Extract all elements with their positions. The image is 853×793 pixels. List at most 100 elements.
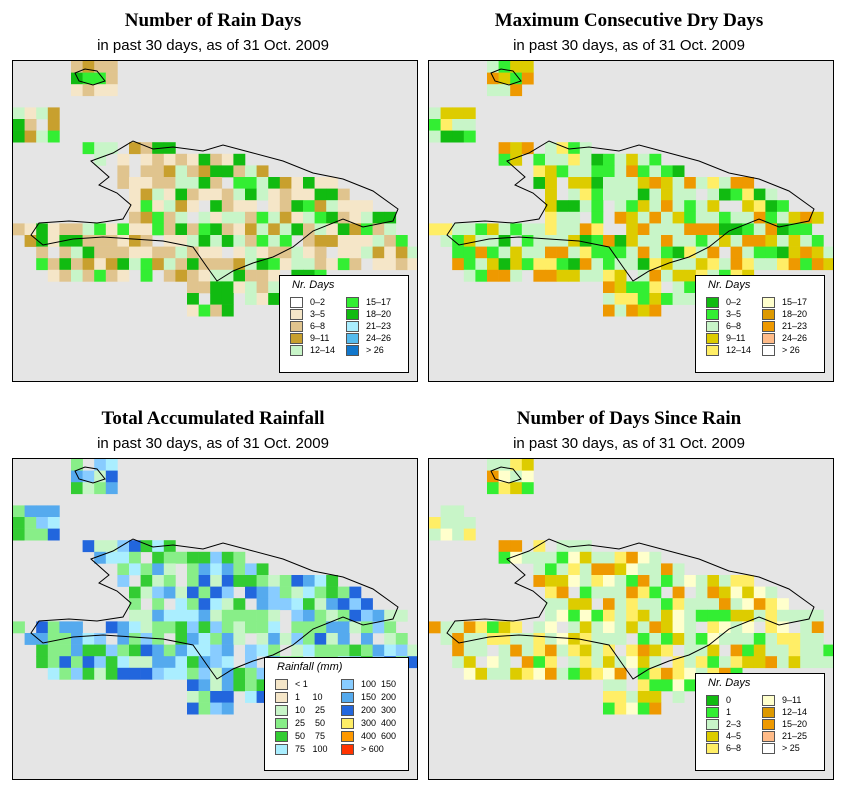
grid-cell <box>545 258 557 271</box>
grid-cell <box>13 223 25 236</box>
grid-cell <box>361 223 373 236</box>
grid-cell <box>337 258 350 271</box>
grid-cell <box>603 165 615 178</box>
grid-cell <box>463 633 476 645</box>
grid-cell <box>707 575 720 587</box>
grid-cell <box>245 563 257 576</box>
grid-cell <box>521 482 534 495</box>
grid-cell <box>742 621 755 634</box>
grid-cell <box>556 551 569 564</box>
grid-cell <box>591 246 604 259</box>
grid-cell <box>753 656 766 669</box>
legend-label: > 600 <box>361 744 384 754</box>
grid-cell <box>82 470 95 483</box>
grid-cell <box>279 586 292 599</box>
panel-title: Number of Rain Days <box>124 10 302 31</box>
grid-cell <box>626 258 639 271</box>
grid-cell <box>198 177 211 189</box>
grid-cell <box>649 667 662 680</box>
grid-cell <box>291 633 304 645</box>
grid-cell <box>163 269 176 282</box>
grid-cell <box>163 575 176 587</box>
grid-cell <box>614 293 627 305</box>
grid-cell <box>614 691 627 703</box>
grid-cell <box>719 223 731 236</box>
grid-cell <box>140 633 153 645</box>
grid-cell <box>303 586 315 599</box>
grid-cell <box>661 177 673 189</box>
panel-subtitle: in past 30 days, as of 31 Oct. 2009 <box>513 435 745 452</box>
grid-cell <box>152 153 165 166</box>
grid-cell <box>221 165 234 178</box>
legend-title: Rainfall (mm) <box>277 661 343 673</box>
grid-cell <box>579 575 592 587</box>
grid-cell <box>626 304 639 317</box>
grid-cell <box>591 269 604 282</box>
legend-label: > 25 <box>782 743 800 753</box>
grid-cell <box>221 667 234 680</box>
grid-cell <box>152 223 165 236</box>
grid-cell <box>361 621 373 634</box>
grid-cell <box>279 633 292 645</box>
grid-cell <box>210 644 223 657</box>
grid-cell <box>163 586 176 599</box>
grid-cell <box>487 656 499 669</box>
grid-cell <box>626 621 639 634</box>
grid-cell <box>545 598 557 611</box>
grid-cell <box>579 165 592 178</box>
grid-cell <box>777 609 789 622</box>
grid-cell <box>707 586 720 599</box>
grid-cell <box>498 540 511 553</box>
grid-cell <box>268 281 281 294</box>
grid-cell <box>140 200 153 213</box>
grid-cell <box>187 223 199 236</box>
grid-cell <box>730 598 743 611</box>
grid-cell <box>475 644 488 657</box>
grid-cell <box>626 235 639 247</box>
grid-cell <box>719 621 731 634</box>
grid-cell <box>152 258 165 271</box>
legend-label: 6–8 <box>726 743 742 753</box>
grid-cell <box>36 130 49 143</box>
grid-cell <box>719 575 731 587</box>
grid-cell <box>47 258 60 271</box>
grid-cell <box>545 211 557 224</box>
legend-swatch <box>706 309 719 320</box>
grid-cell <box>487 61 499 73</box>
grid-cell <box>268 575 281 587</box>
map-grid <box>429 459 833 715</box>
grid-cell <box>637 188 650 201</box>
grid-cell <box>256 598 269 611</box>
grid-cell <box>233 258 246 271</box>
grid-cell <box>556 235 569 247</box>
grid-cell <box>603 153 615 166</box>
grid-cell <box>24 235 37 247</box>
grid-cell <box>603 702 615 715</box>
grid-cell <box>395 246 408 259</box>
grid-cell <box>245 211 257 224</box>
grid-cell <box>24 633 37 645</box>
grid-cell <box>498 153 511 166</box>
legend-swatch <box>346 309 359 320</box>
grid-cell <box>210 304 223 317</box>
legend-label: 18–20 <box>366 309 392 319</box>
grid-cell <box>661 188 673 201</box>
grid-cell <box>695 609 708 622</box>
grid-cell <box>672 165 685 178</box>
grid-cell <box>672 258 685 271</box>
grid-cell <box>753 258 766 271</box>
grid-cell <box>140 540 153 553</box>
map-grid <box>13 459 417 715</box>
grid-cell <box>672 269 685 282</box>
grid-cell <box>626 211 639 224</box>
grid-cell <box>268 621 281 634</box>
grid-cell <box>337 200 350 213</box>
grid-cell <box>163 551 176 564</box>
grid-cell <box>753 246 766 259</box>
grid-cell <box>210 551 223 564</box>
grid-cell <box>753 586 766 599</box>
grid-cell <box>71 223 83 236</box>
grid-cell <box>349 223 362 236</box>
legend-swatch <box>290 333 303 344</box>
grid-cell <box>94 459 107 471</box>
